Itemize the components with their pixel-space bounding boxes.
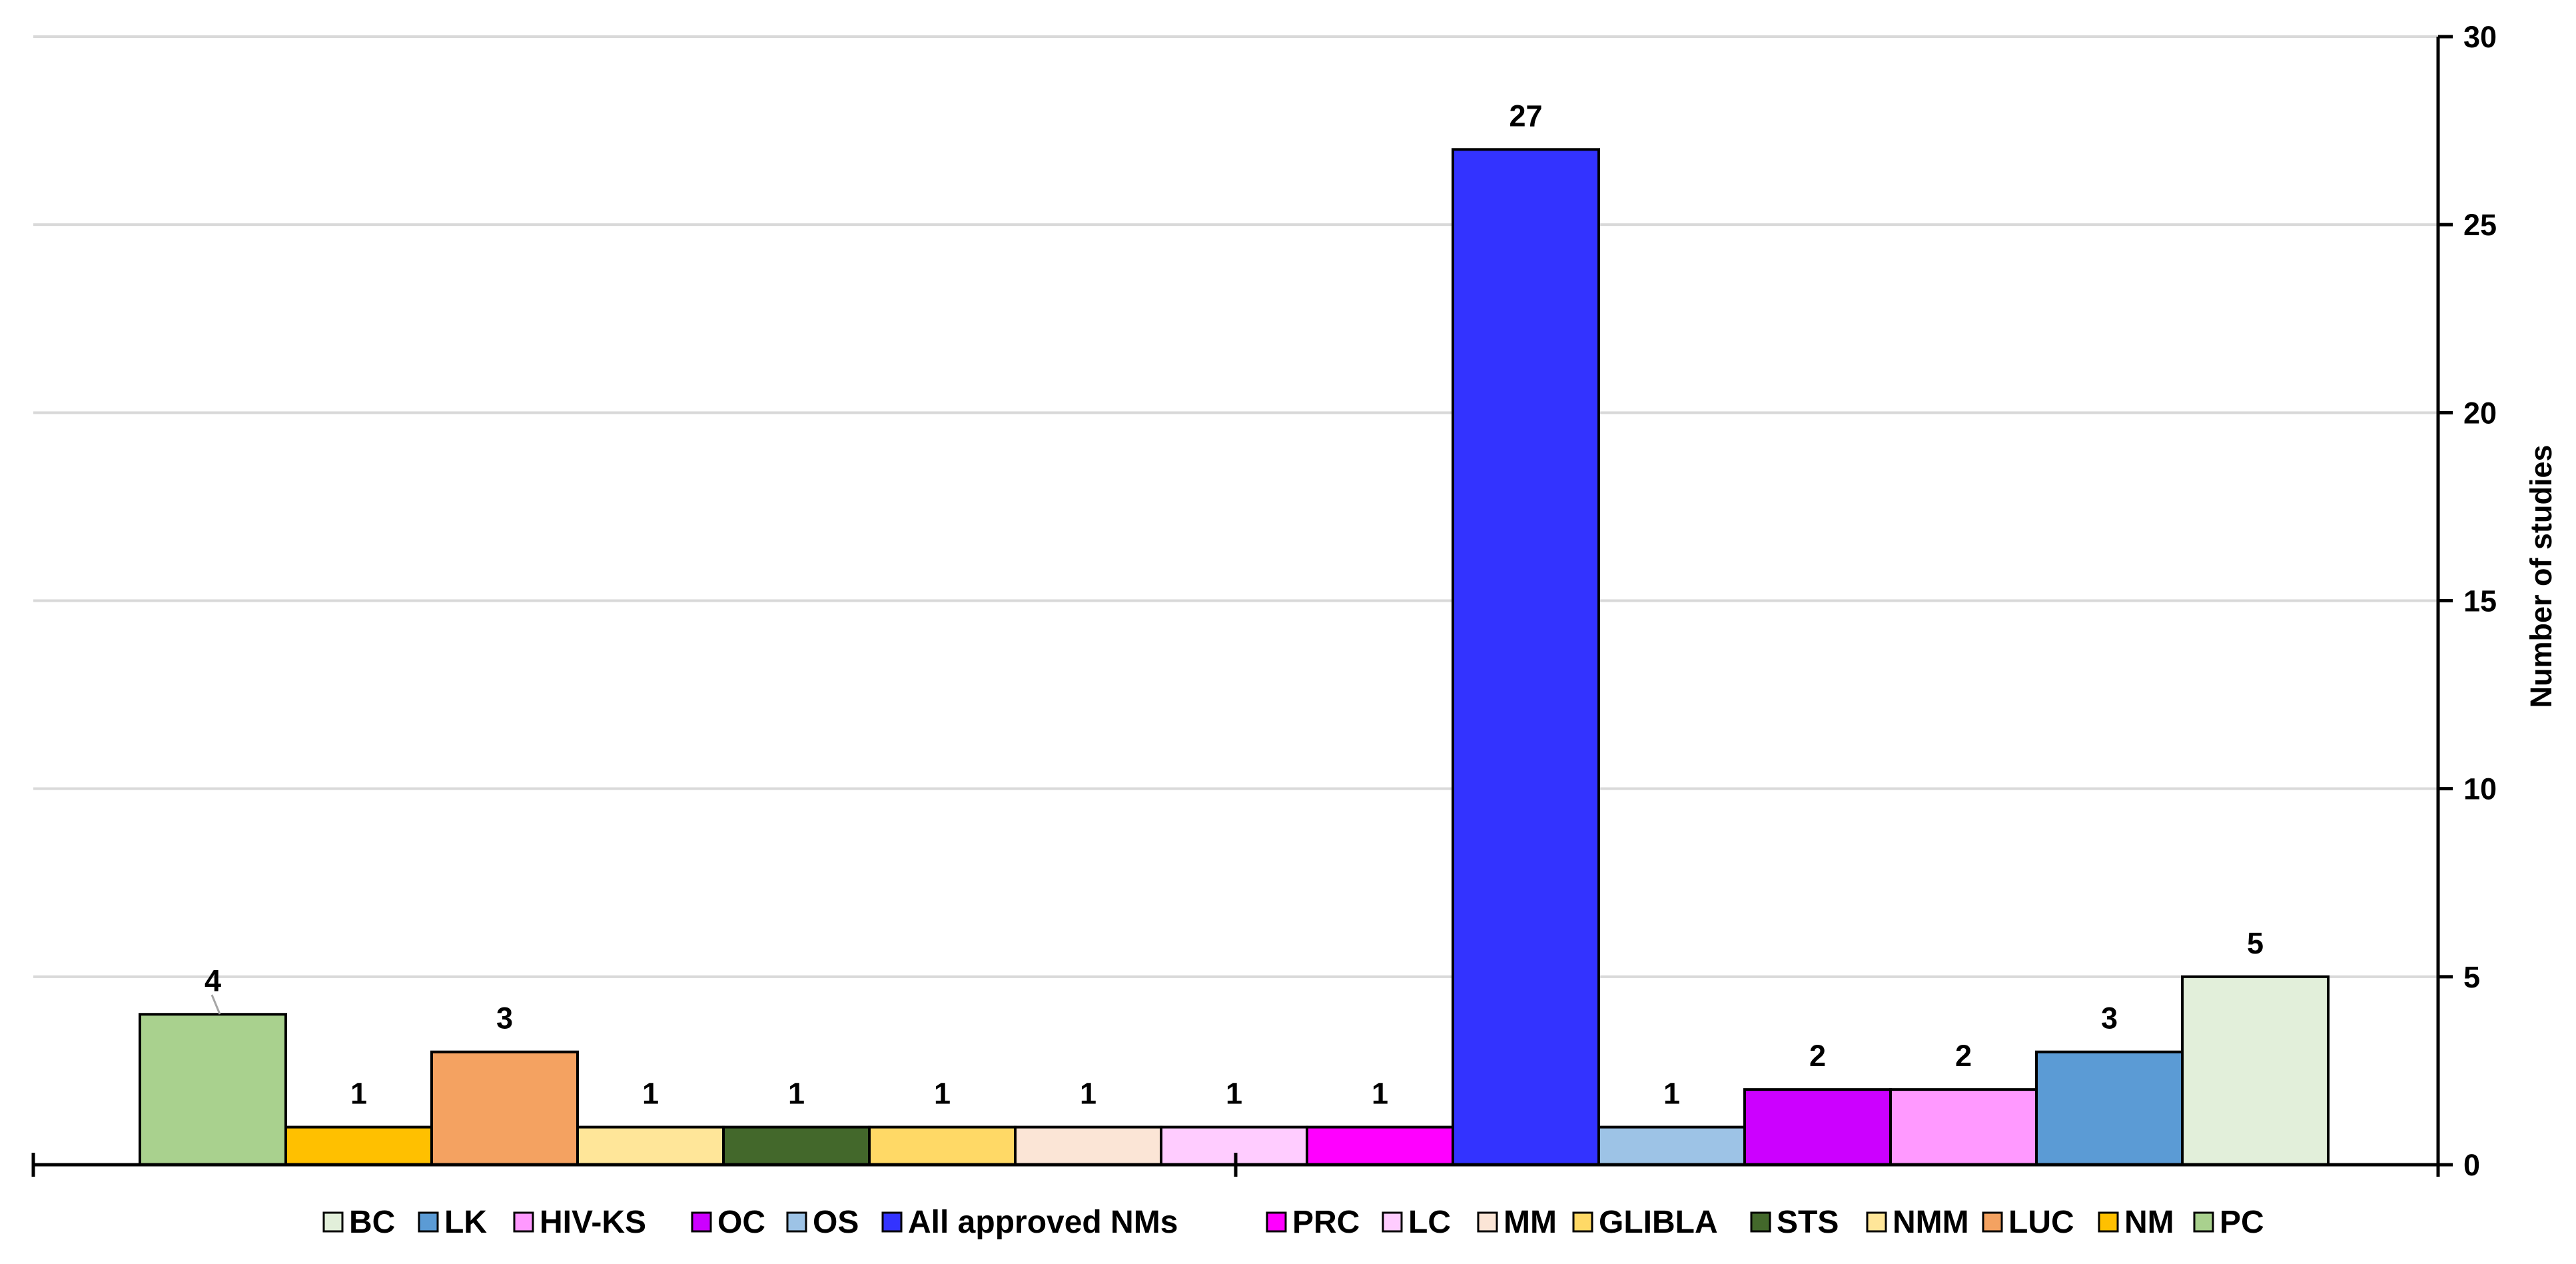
data-labels: 4 1 3 1 1 1 1 1 1 27 1 2 2 3 5	[205, 99, 2264, 1110]
bar	[139, 1013, 287, 1167]
bar	[284, 1125, 433, 1166]
legend-swatch	[1266, 1211, 1287, 1233]
legend-label: BC	[349, 1205, 395, 1240]
legend-swatch	[1572, 1211, 1593, 1233]
label-leader-line	[211, 994, 221, 1015]
legend-swatch	[322, 1211, 344, 1233]
legend: BC LK HIV-KS OC OS All approved NMs PRC LC MM GLI…	[322, 1205, 2264, 1240]
bar	[868, 1125, 1017, 1166]
legend-swatch	[786, 1211, 807, 1233]
y-tick-label: 15	[2463, 584, 2497, 618]
bar	[1452, 148, 1600, 1166]
legend-swatch	[1866, 1211, 1887, 1233]
data-label: 3	[2101, 1001, 2118, 1035]
legend-label: LK	[444, 1205, 487, 1240]
legend-swatch	[2098, 1211, 2119, 1233]
y-tick-label: 25	[2463, 208, 2497, 242]
legend-swatch	[1750, 1211, 1771, 1233]
data-label: 4	[205, 963, 221, 997]
y-axis-title: Number of studies	[2524, 444, 2558, 708]
data-label: 1	[934, 1077, 951, 1111]
legend-label: GLIBLA	[1599, 1205, 1718, 1240]
legend-label: LUC	[2008, 1205, 2074, 1240]
legend-label: PRC	[1292, 1205, 1360, 1240]
legend-label: All approved NMs	[908, 1205, 1178, 1240]
legend-label: NM	[2124, 1205, 2174, 1240]
legend-swatch	[881, 1211, 903, 1233]
data-label: 2	[1955, 1039, 1972, 1073]
y-tick-label: 30	[2463, 20, 2497, 54]
bar	[2035, 1050, 2184, 1166]
bar	[1743, 1088, 1892, 1166]
data-label: 1	[350, 1077, 367, 1111]
data-label: 27	[1509, 99, 1542, 133]
legend-label: NMM	[1893, 1205, 1969, 1240]
legend-swatch	[2193, 1211, 2214, 1233]
y-tick-label: 20	[2463, 396, 2497, 430]
data-label: 1	[1226, 1077, 1242, 1111]
legend-label: STS	[1777, 1205, 1839, 1240]
data-label: 1	[1372, 1077, 1388, 1111]
legend-label: MM	[1503, 1205, 1557, 1240]
legend-swatch	[418, 1211, 439, 1233]
y-tick-label: 0	[2463, 1148, 2480, 1182]
bar	[430, 1050, 579, 1166]
bar	[576, 1125, 725, 1166]
data-label: 5	[2247, 926, 2264, 960]
legend-label: OS	[813, 1205, 859, 1240]
bar	[1306, 1125, 1454, 1166]
data-label: 1	[1663, 1077, 1680, 1111]
legend-label: HIV-KS	[540, 1205, 646, 1240]
bar	[1597, 1125, 1746, 1166]
legend-swatch	[691, 1211, 712, 1233]
legend-swatch	[1382, 1211, 1403, 1233]
legend-label: PC	[2220, 1205, 2264, 1240]
data-label: 1	[1080, 1077, 1096, 1111]
legend-label: LC	[1408, 1205, 1451, 1240]
bar	[1014, 1125, 1162, 1166]
gridlines	[33, 35, 2438, 978]
bar	[2181, 975, 2330, 1167]
y-tick-label: 5	[2463, 960, 2480, 994]
legend-swatch	[1982, 1211, 2003, 1233]
data-label: 1	[788, 1077, 805, 1111]
bar	[1889, 1088, 2038, 1166]
bar	[722, 1125, 871, 1166]
legend-swatch	[1477, 1211, 1498, 1233]
y-tick-label: 10	[2463, 772, 2497, 806]
data-label: 1	[642, 1077, 659, 1111]
legend-swatch	[513, 1211, 534, 1233]
data-label: 2	[1809, 1039, 1826, 1073]
legend-label: OC	[717, 1205, 765, 1240]
data-label: 3	[496, 1001, 513, 1035]
bars	[139, 148, 2330, 1167]
